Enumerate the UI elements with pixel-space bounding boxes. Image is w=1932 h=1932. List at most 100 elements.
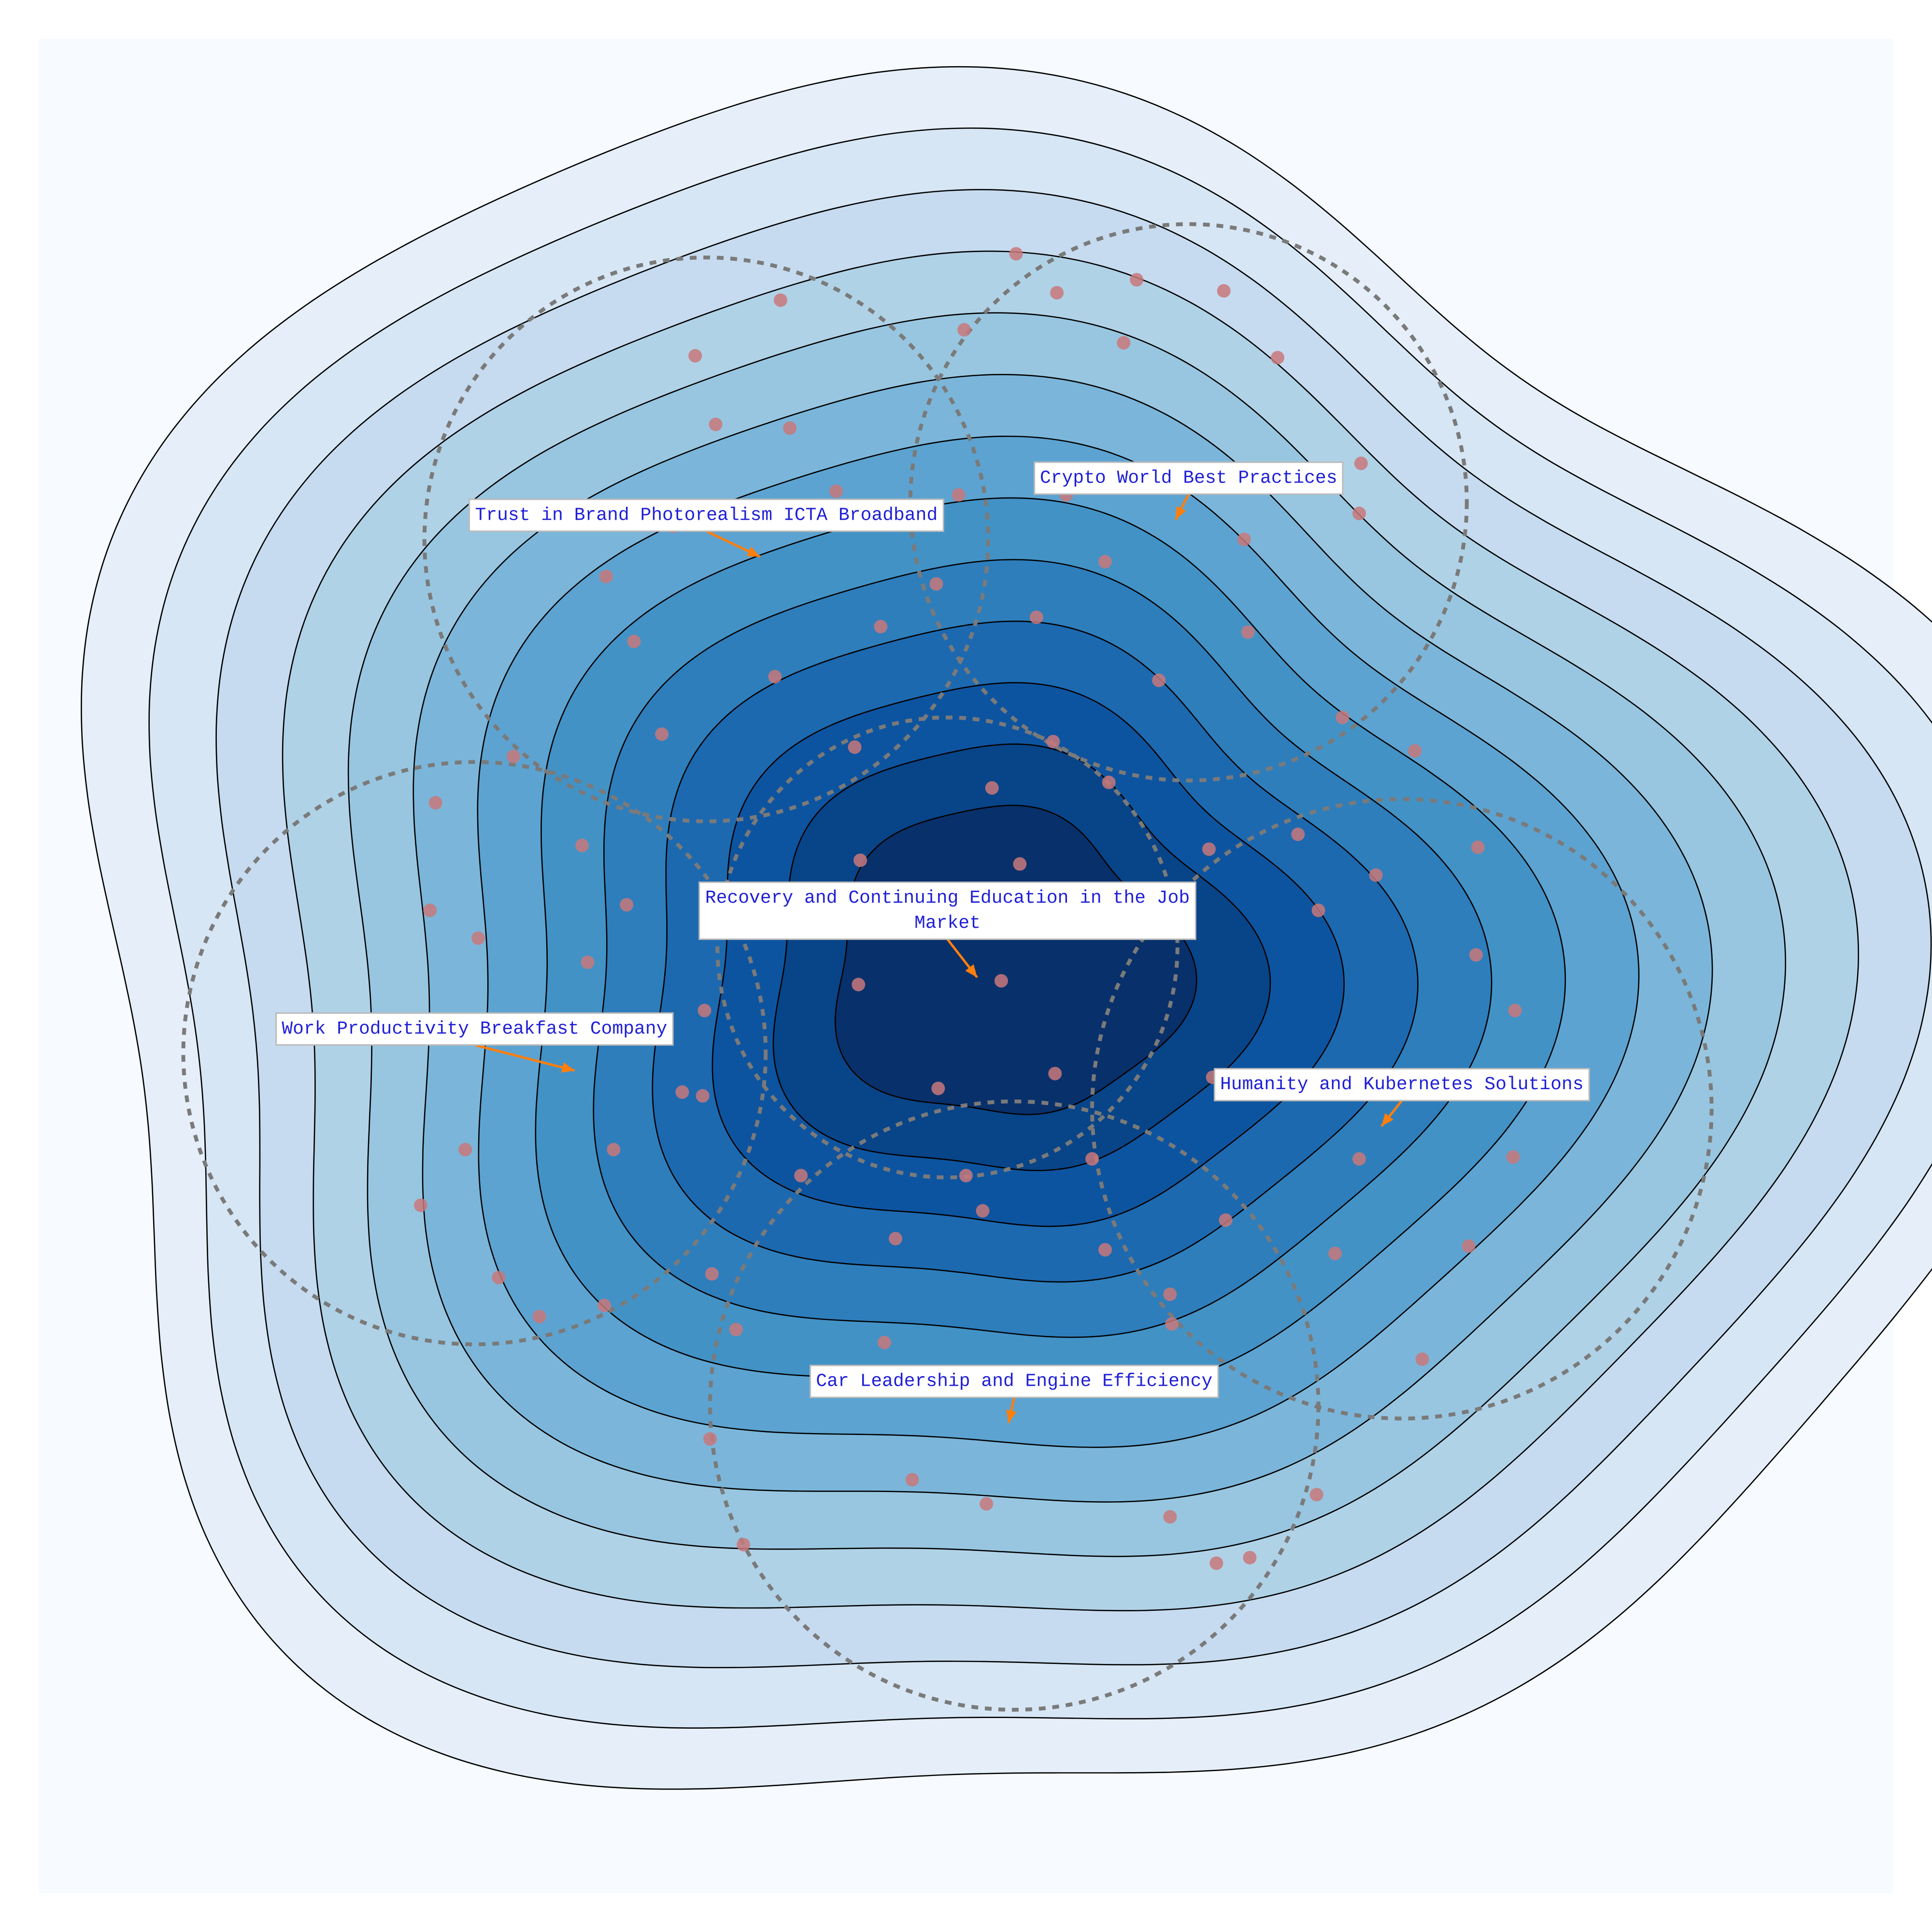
document-point [980,1497,994,1511]
cluster-label-text: Humanity and Kubernetes Solutions [1220,1074,1584,1095]
document-point [1217,284,1231,298]
document-point [1098,1243,1112,1257]
cluster-rings [181,222,1714,1712]
document-point [492,1271,506,1285]
document-point [1048,1066,1062,1080]
document-point [853,853,867,867]
document-point [1098,554,1112,568]
document-point [1219,1213,1233,1227]
density-contours [81,66,1932,1790]
document-point [1311,903,1325,917]
document-point [675,1085,689,1099]
document-point [705,1267,719,1281]
cluster-ring-4 [181,760,768,1347]
document-point [1152,673,1166,687]
document-point [1050,286,1064,300]
document-point [1291,827,1305,841]
document-point [952,488,966,502]
document-point [1243,1550,1257,1564]
document-point [532,1309,546,1323]
document-point [696,1089,710,1103]
document-point [575,838,589,852]
document-point [774,293,787,307]
cluster-ring-6 [708,1099,1321,1712]
document-point [620,898,634,912]
document-point [737,1538,751,1552]
document-point [1415,1352,1429,1366]
document-point [1469,948,1483,962]
cluster-ring-5 [1090,797,1714,1421]
document-point [848,740,862,754]
cluster-label-text: Market [914,913,980,934]
cluster-label-3: Recovery and Continuing Education in the… [698,881,1196,979]
document-point [627,635,641,648]
document-point [1163,1287,1177,1301]
document-point [1029,611,1043,625]
cluster-label-5: Humanity and Kubernetes Solutions [1214,1068,1590,1127]
document-point [1046,735,1060,749]
document-point [729,1322,743,1336]
document-point [1241,625,1255,639]
document-point [1335,710,1350,724]
document-point [597,1298,611,1312]
document-point [1462,1239,1476,1253]
document-point [1237,532,1251,546]
document-point [655,727,669,741]
document-point [1085,1152,1099,1166]
document-point [1369,868,1383,882]
label-box [698,881,1196,940]
cluster-label-2: Crypto World Best Practices [1034,461,1344,521]
document-point [458,1143,472,1157]
document-point [1471,840,1485,854]
document-point [1117,336,1131,350]
document-point [783,421,797,435]
document-point [1352,1152,1366,1166]
document-point [829,484,843,498]
cluster-label-text: Crypto World Best Practices [1040,468,1337,489]
document-point [1009,247,1023,261]
document-point [905,1473,919,1487]
label-arrow [474,1044,575,1072]
document-point [1102,775,1116,789]
document-point [581,955,595,969]
document-point [1165,1317,1179,1331]
label-box [810,1364,1219,1398]
document-point [1408,744,1422,758]
document-point [929,577,943,591]
document-point [976,1204,990,1218]
document-point [1352,507,1366,521]
document-point [688,349,702,363]
label-arrow-head [1006,1409,1017,1423]
document-point [428,796,442,810]
document-point [874,620,888,634]
cluster-ring-3 [715,715,1179,1179]
document-point [507,750,521,764]
document-point [852,978,866,992]
cluster-label-text: Recovery and Continuing Education in the… [705,888,1190,909]
document-point [1202,842,1216,856]
cluster-label-4: Work Productivity Breakfast Company [275,1012,674,1073]
cluster-ring-2 [908,222,1469,782]
label-box [469,498,944,532]
cluster-label-text: Work Productivity Breakfast Company [282,1019,667,1039]
document-point [889,1232,903,1246]
cluster-label-text: Trust in Brand Photorealism ICTA Broadba… [475,505,938,526]
document-point [1163,1510,1177,1524]
document-point [697,1004,711,1018]
document-point [794,1168,808,1182]
cluster-label-6: Car Leadership and Engine Efficiency [810,1364,1219,1423]
label-box [275,1012,674,1046]
label-arrow-head [746,546,760,557]
cluster-labels: Trust in Brand Photorealism ICTA Broadba… [275,461,1590,1423]
document-point [931,1081,945,1095]
document-point [471,931,485,945]
document-point [709,417,723,431]
document-point [957,323,971,337]
document-point [959,1168,973,1182]
label-arrow-head [561,1062,575,1073]
document-point [1309,1488,1323,1502]
document-point [599,569,613,583]
document-point [985,781,999,795]
document-point [1354,456,1368,470]
